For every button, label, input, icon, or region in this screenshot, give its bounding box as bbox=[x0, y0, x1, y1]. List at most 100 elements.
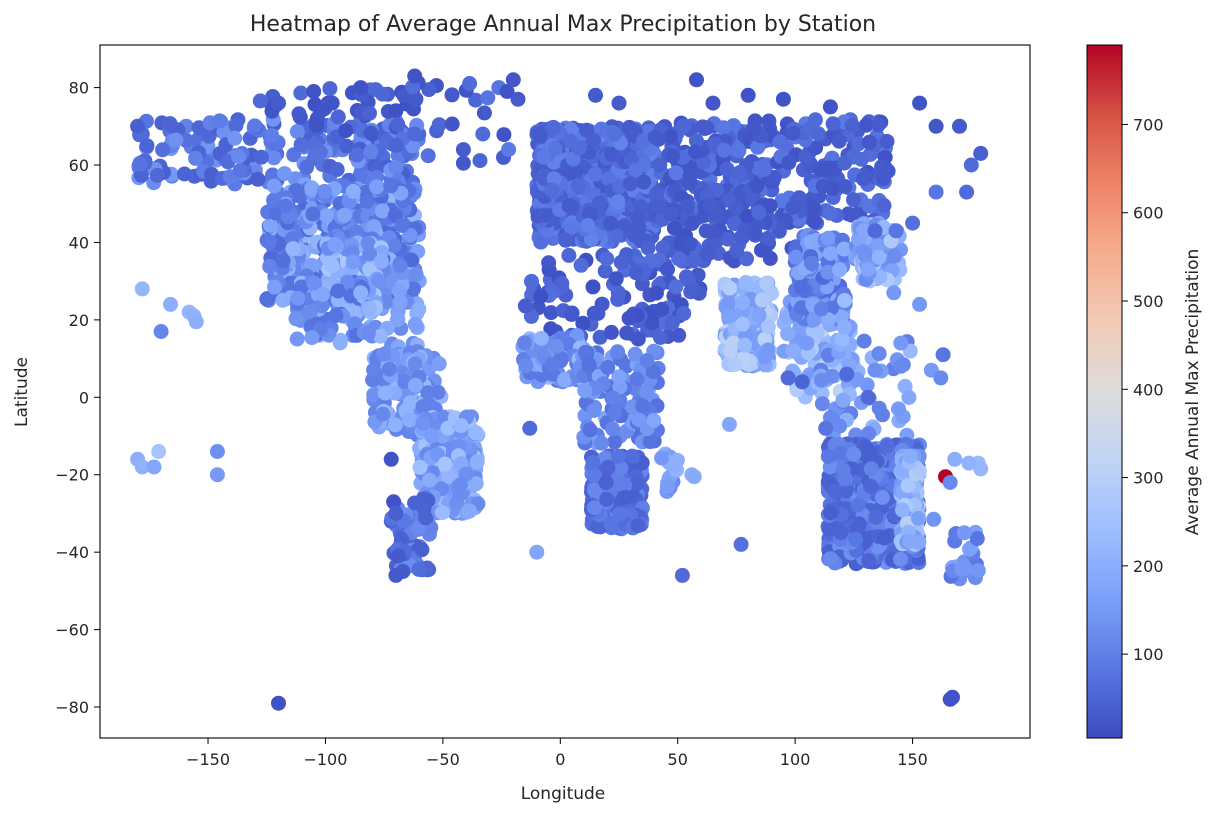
station-point bbox=[751, 204, 767, 220]
station-point bbox=[390, 548, 406, 564]
station-point bbox=[704, 224, 720, 240]
station-point bbox=[581, 357, 597, 373]
station-point bbox=[587, 482, 602, 498]
station-point bbox=[926, 511, 942, 527]
station-point bbox=[652, 330, 668, 345]
station-point bbox=[603, 516, 619, 531]
station-point bbox=[886, 285, 902, 301]
x-tick-label: −50 bbox=[426, 750, 460, 769]
station-point bbox=[942, 475, 958, 490]
station-point bbox=[536, 149, 552, 165]
station-point bbox=[610, 194, 626, 210]
station-point bbox=[959, 184, 975, 200]
station-point bbox=[545, 119, 561, 135]
station-point bbox=[329, 162, 345, 177]
station-point bbox=[480, 90, 496, 106]
station-point bbox=[424, 428, 440, 444]
station-point bbox=[832, 418, 848, 434]
station-point bbox=[870, 117, 886, 133]
station-point bbox=[627, 123, 643, 139]
station-point bbox=[700, 246, 716, 262]
y-tick-label: −80 bbox=[55, 698, 89, 717]
station-point bbox=[635, 133, 651, 149]
station-point bbox=[686, 469, 702, 485]
station-point bbox=[624, 448, 640, 464]
station-point bbox=[822, 205, 838, 221]
station-point bbox=[332, 335, 348, 351]
station-point bbox=[568, 164, 584, 180]
station-point bbox=[403, 252, 419, 268]
station-point bbox=[577, 383, 593, 399]
station-point bbox=[271, 95, 286, 111]
station-point bbox=[345, 254, 361, 270]
station-point bbox=[874, 490, 890, 505]
colorbar-tick-label: 500 bbox=[1133, 292, 1164, 311]
station-point bbox=[820, 312, 836, 328]
station-point bbox=[564, 305, 580, 321]
station-point bbox=[408, 92, 423, 108]
station-point bbox=[133, 167, 149, 183]
station-point bbox=[630, 331, 646, 347]
station-point bbox=[347, 316, 362, 332]
station-point bbox=[536, 207, 552, 223]
station-point bbox=[856, 333, 872, 349]
station-point bbox=[815, 178, 831, 194]
station-point bbox=[818, 420, 834, 436]
station-point bbox=[383, 451, 399, 467]
station-point bbox=[630, 210, 646, 226]
station-point bbox=[130, 118, 146, 134]
station-point bbox=[893, 551, 908, 567]
points-layer bbox=[130, 68, 989, 711]
station-point bbox=[655, 240, 671, 256]
station-point bbox=[875, 170, 891, 186]
station-point bbox=[517, 298, 533, 314]
station-point bbox=[209, 444, 225, 459]
station-point bbox=[371, 274, 387, 289]
station-point bbox=[352, 168, 368, 184]
station-point bbox=[668, 165, 684, 181]
station-point bbox=[261, 234, 277, 250]
station-point bbox=[420, 385, 436, 401]
station-point bbox=[134, 281, 150, 297]
station-point bbox=[844, 117, 860, 133]
station-point bbox=[392, 294, 408, 310]
station-point bbox=[592, 329, 608, 345]
station-point bbox=[395, 564, 411, 579]
station-point bbox=[837, 155, 852, 171]
station-point bbox=[412, 459, 428, 475]
station-point bbox=[363, 125, 379, 141]
station-point bbox=[608, 271, 624, 287]
station-point bbox=[856, 244, 872, 259]
station-point bbox=[863, 461, 879, 477]
station-point bbox=[836, 241, 852, 257]
station-point bbox=[388, 103, 404, 119]
station-point bbox=[750, 139, 766, 155]
station-point bbox=[411, 301, 427, 317]
station-point bbox=[468, 92, 484, 108]
station-point bbox=[496, 127, 512, 143]
station-point bbox=[262, 259, 278, 274]
station-point bbox=[373, 253, 389, 269]
station-point bbox=[820, 264, 836, 280]
station-point bbox=[659, 479, 675, 494]
station-point bbox=[414, 542, 430, 558]
station-point bbox=[588, 87, 603, 103]
station-point bbox=[834, 331, 850, 347]
x-tick-label: 50 bbox=[668, 750, 688, 769]
station-point bbox=[806, 199, 821, 215]
station-point bbox=[721, 416, 737, 432]
station-point bbox=[285, 241, 301, 257]
station-point bbox=[591, 195, 607, 211]
station-point bbox=[580, 218, 596, 233]
station-point bbox=[774, 193, 790, 209]
station-point bbox=[317, 183, 333, 199]
station-point bbox=[621, 310, 637, 326]
station-point bbox=[751, 307, 767, 323]
station-point bbox=[390, 117, 406, 132]
station-point bbox=[314, 298, 330, 314]
station-point bbox=[563, 219, 579, 235]
station-point bbox=[665, 148, 681, 164]
station-point bbox=[689, 72, 704, 88]
station-point bbox=[266, 150, 282, 166]
station-point bbox=[368, 82, 384, 98]
